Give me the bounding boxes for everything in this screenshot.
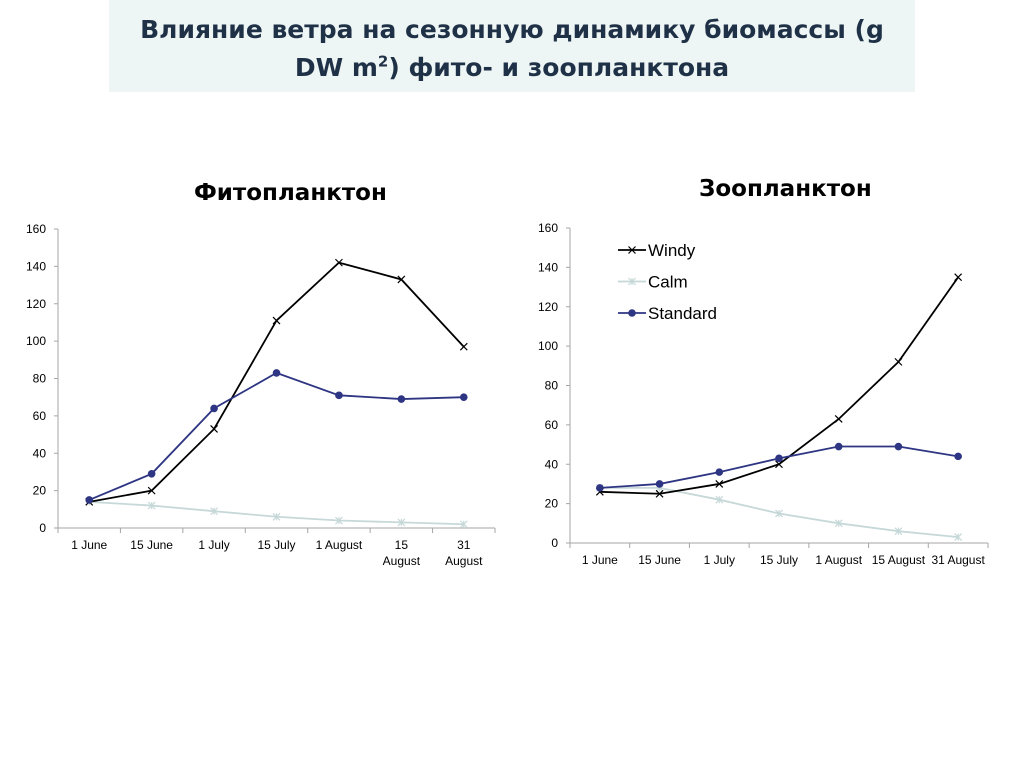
zoo-point-standard	[596, 484, 604, 492]
zoo-point-windy	[775, 460, 783, 469]
zoo-x-tick-label: 15 July	[760, 553, 798, 567]
zoo-x-tick-label: 15 August	[872, 553, 926, 567]
phyto-y-tick-label: 20	[33, 484, 47, 498]
legend-item-calm: Calm	[618, 273, 688, 292]
zoo-series-windy	[595, 273, 963, 498]
legend-label: Windy	[648, 241, 696, 260]
phyto-x-tick-label: 15 June	[130, 538, 173, 552]
phyto-point-standard	[335, 391, 343, 400]
zoo-series-standard	[596, 442, 962, 492]
phyto-y-tick-label: 160	[26, 222, 46, 236]
legend-item-standard: Standard	[618, 304, 717, 323]
phyto-series-standard	[85, 369, 468, 504]
zoo-point-standard	[954, 452, 962, 461]
zoo-point-calm	[954, 533, 963, 542]
zoo-point-calm	[834, 519, 843, 528]
slide-title-line2-end: ) фито- и зоопланктона	[388, 53, 730, 82]
phyto-point-windy	[147, 486, 156, 495]
zoo-point-windy	[834, 415, 843, 423]
legend-label: Standard	[648, 304, 717, 323]
legend-swatch-marker	[628, 309, 636, 317]
slide-title-line1: Влияние ветра на сезонную динамику биома…	[140, 15, 884, 44]
zoo-point-standard	[775, 454, 783, 463]
phyto-y-tick-label: 140	[26, 259, 46, 273]
phyto-y-tick-label: 60	[33, 409, 47, 423]
zoo-point-windy	[894, 357, 903, 366]
zoo-x-tick-label: 1 July	[704, 553, 735, 567]
phyto-y-tick-label: 40	[33, 446, 47, 460]
phyto-point-windy	[210, 425, 218, 433]
zoo-point-standard	[834, 442, 843, 451]
phyto-point-standard	[210, 404, 218, 413]
zoo-x-tick-label: 31 August	[931, 553, 985, 567]
phyto-point-windy	[335, 258, 343, 267]
legend-swatch-marker	[628, 246, 636, 254]
zoo-point-calm	[715, 495, 724, 504]
phyto-point-calm	[335, 516, 343, 525]
phyto-x-tick-label: 31 August	[445, 538, 483, 568]
phyto-point-calm	[147, 501, 156, 510]
phyto-y-tick-label: 120	[26, 297, 46, 311]
zoo-y-tick-label: 160	[538, 221, 558, 235]
zoo-y-tick-label: 60	[545, 418, 559, 432]
zooplankton-chart-title: Зоопланктон	[699, 176, 872, 202]
phyto-point-standard	[459, 393, 468, 401]
zoo-line-standard	[599, 445, 959, 489]
zoo-point-windy	[954, 273, 963, 282]
phyto-point-calm	[459, 520, 468, 529]
phyto-point-windy	[397, 275, 406, 284]
zoo-x-tick-label: 1 August	[815, 553, 862, 567]
phyto-y-tick-label: 100	[26, 334, 46, 348]
slide-title: Влияние ветра на сезонную динамику биома…	[109, 0, 915, 92]
zoo-legend: Windy Calm Standard	[618, 241, 717, 323]
zoo-point-standard	[715, 468, 724, 476]
phyto-y-tick-label: 80	[33, 372, 47, 386]
phyto-point-standard	[397, 395, 406, 403]
legend-swatch-marker	[628, 277, 636, 286]
zoo-y-tick-label: 40	[545, 457, 559, 471]
phyto-x-tick-label: 1 August	[316, 538, 363, 552]
legend-label: Calm	[648, 273, 688, 292]
zoo-y-tick-label: 80	[545, 379, 559, 393]
zoo-point-windy	[715, 480, 724, 488]
zoo-y-tick-label: 100	[538, 339, 558, 353]
zoo-point-calm	[775, 509, 783, 518]
phyto-x-tick-label: 1 June	[71, 538, 107, 552]
phyto-point-standard	[147, 470, 156, 478]
slide-title-line2-start: DW m	[294, 53, 378, 82]
zoo-point-windy	[655, 489, 664, 498]
legend-item-windy: Windy	[618, 241, 696, 260]
phyto-point-standard	[272, 369, 281, 377]
phyto-x-tick-label: 15 August	[383, 538, 421, 568]
zoo-y-tick-label: 140	[538, 260, 558, 274]
phyto-point-windy	[272, 316, 281, 325]
zoo-point-standard	[894, 442, 903, 451]
slide-title-superscript: 2	[377, 52, 389, 71]
phytoplankton-chart-title: Фитопланктон	[194, 180, 387, 206]
phyto-point-standard	[85, 496, 94, 504]
zoo-y-tick-label: 20	[545, 497, 559, 511]
zoo-x-tick-label: 15 June	[638, 553, 681, 567]
zoo-point-calm	[894, 527, 903, 536]
zoo-point-standard	[655, 480, 664, 488]
phyto-x-tick-label: 1 July	[198, 538, 229, 552]
phyto-point-calm	[210, 507, 218, 516]
phyto-x-tick-label: 15 July	[257, 538, 295, 552]
phyto-point-windy	[459, 342, 468, 351]
phyto-y-tick-label: 0	[39, 521, 46, 535]
zoo-x-tick-label: 1 June	[582, 553, 618, 567]
phyto-point-calm	[397, 518, 406, 527]
zoo-y-tick-label: 120	[538, 300, 558, 314]
zoo-y-tick-label: 0	[551, 536, 558, 550]
phyto-series-windy	[85, 258, 468, 506]
phyto-point-calm	[272, 512, 281, 521]
